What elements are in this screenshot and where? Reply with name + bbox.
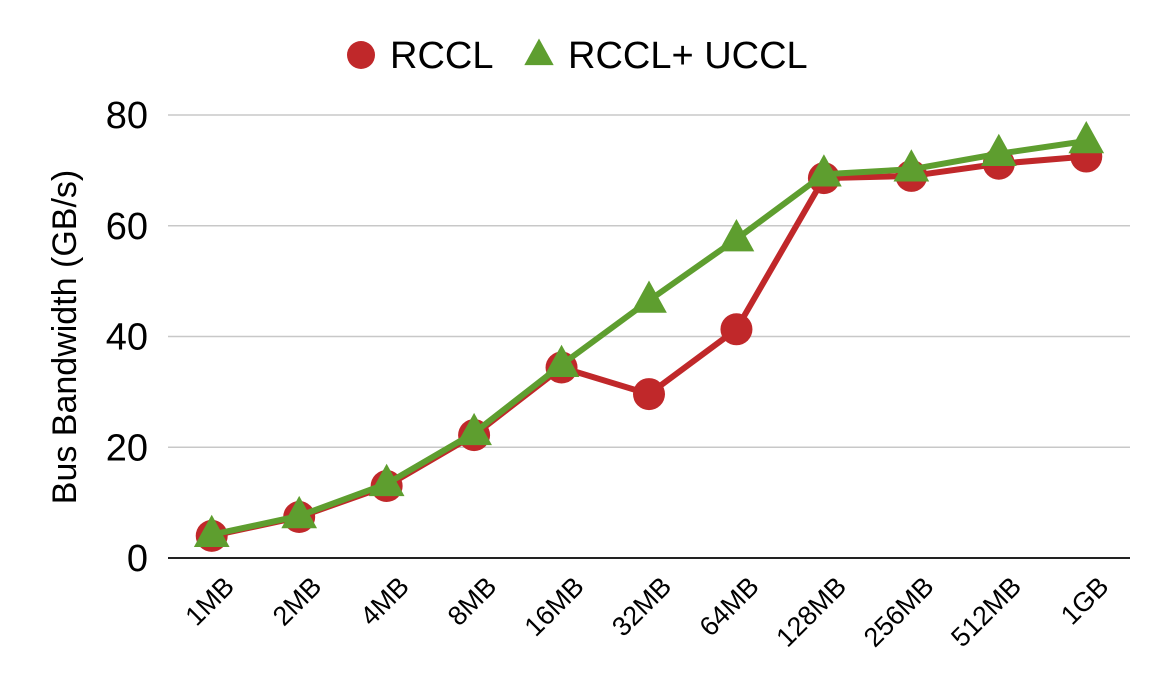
data-point	[718, 219, 755, 252]
y-axis-label: Bus Bandwidth (GB/s)	[46, 170, 84, 504]
axes: 0 20 40 60 80 1MB 2MB 4MB 8MB 16MB 32MB 64MB 128MB 25…	[106, 95, 1130, 653]
legend-label: RCCL+ UCCL	[568, 35, 808, 77]
x-tick-label: 2MB	[267, 571, 327, 631]
data-point	[720, 313, 753, 346]
data-point	[893, 149, 930, 182]
legend-marker	[347, 41, 375, 69]
y-tick-label: 80	[106, 95, 148, 137]
data-point	[806, 154, 842, 187]
y-tick-label: 20	[106, 427, 148, 469]
legend-label: RCCL	[390, 35, 493, 77]
data-point	[543, 344, 580, 378]
data-point	[193, 514, 230, 548]
legend: RCCL RCCL+ UCCL	[347, 35, 808, 77]
series-rccl	[195, 140, 1103, 552]
y-tick-label: 40	[106, 317, 148, 359]
data-point	[631, 280, 667, 313]
series-line	[211, 138, 1087, 538]
data-point	[368, 463, 405, 497]
data-point	[633, 378, 665, 411]
x-tick-label: 256MB	[858, 571, 940, 653]
series	[193, 121, 1105, 552]
y-tick-label: 0	[127, 538, 148, 580]
legend-marker	[524, 38, 554, 66]
x-tick-label: 8MB	[442, 571, 502, 631]
data-point	[281, 495, 318, 529]
x-tick-label: 4MB	[354, 571, 414, 631]
series-line	[211, 153, 1087, 539]
x-tick-label: 128MB	[770, 571, 852, 653]
x-tick-label: 16MB	[519, 571, 590, 642]
x-tick-label: 64MB	[694, 571, 765, 642]
data-point	[1068, 121, 1105, 154]
data-point	[980, 133, 1017, 167]
x-tick-label: 32MB	[606, 571, 677, 642]
x-tick-label: 512MB	[945, 571, 1027, 653]
data-point	[456, 412, 492, 446]
y-tick-label: 60	[106, 206, 148, 248]
gridlines	[168, 114, 1130, 448]
series-rccl-uccl	[193, 121, 1105, 548]
x-tick-label: 1GB	[1055, 571, 1114, 630]
x-tick-label: 1MB	[179, 571, 239, 631]
